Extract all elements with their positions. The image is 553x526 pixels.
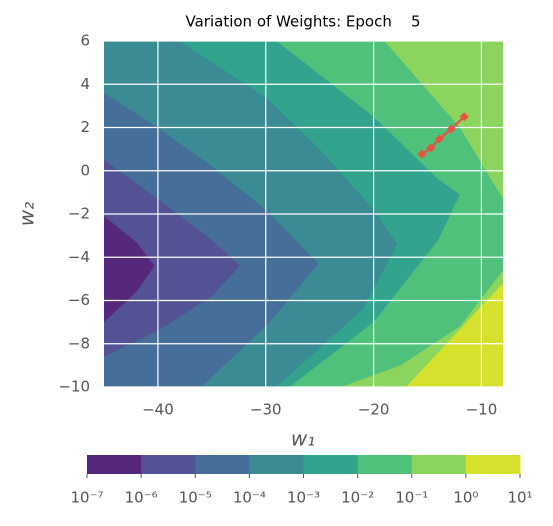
x-tick-label: −30	[250, 401, 282, 419]
y-tick-label: −2	[68, 205, 90, 223]
y-tick-label: 2	[80, 118, 90, 136]
colorbar-band	[357, 455, 413, 474]
colorbar-tick-label: 10⁻⁵	[179, 489, 212, 507]
y-tick-label: −6	[68, 291, 90, 309]
y-axis-label: w₂	[15, 202, 39, 226]
trajectory-point	[426, 143, 436, 153]
colorbar-tick-label: 10¹	[507, 489, 532, 507]
x-tick-label: −20	[358, 401, 390, 419]
colorbar-band	[87, 455, 142, 474]
y-tick-label: −8	[68, 334, 90, 352]
y-tick-label: 6	[80, 32, 90, 50]
colorbar-band	[195, 455, 250, 474]
y-tick-label: 0	[80, 161, 90, 179]
colorbar-band	[141, 455, 196, 474]
plot-area	[104, 41, 503, 387]
contour-region	[104, 216, 155, 323]
y-tick-label: −4	[68, 248, 90, 266]
trajectory-point	[459, 112, 469, 122]
x-axis-label: w₁	[291, 427, 315, 451]
chart-title: Variation of Weights: Epoch 5	[186, 13, 421, 31]
y-tick-label: 4	[80, 75, 90, 93]
trajectory-point	[434, 134, 444, 144]
colorbar-band	[249, 455, 304, 474]
x-tick-label: −40	[142, 401, 174, 419]
trajectory-point	[446, 124, 456, 134]
colorbar-tick-label: 10⁻⁷	[70, 489, 103, 507]
colorbar-band	[411, 455, 467, 474]
colorbar-tick-label: 10⁰	[453, 489, 478, 507]
colorbar-tick-label: 10⁻³	[287, 489, 320, 507]
colorbar-tick-label: 10⁻¹	[395, 489, 428, 507]
x-tick-label: −10	[466, 401, 498, 419]
colorbar-tick-label: 10⁻⁶	[125, 489, 158, 507]
trajectory-point	[417, 149, 427, 159]
colorbar-band	[465, 455, 521, 474]
colorbar-band	[303, 455, 359, 474]
contour-region	[104, 159, 240, 357]
colorbar-tick-label: 10⁻⁴	[233, 489, 266, 507]
colorbar-tick-label: 10⁻²	[341, 489, 374, 507]
y-tick-label: −10	[58, 378, 90, 396]
